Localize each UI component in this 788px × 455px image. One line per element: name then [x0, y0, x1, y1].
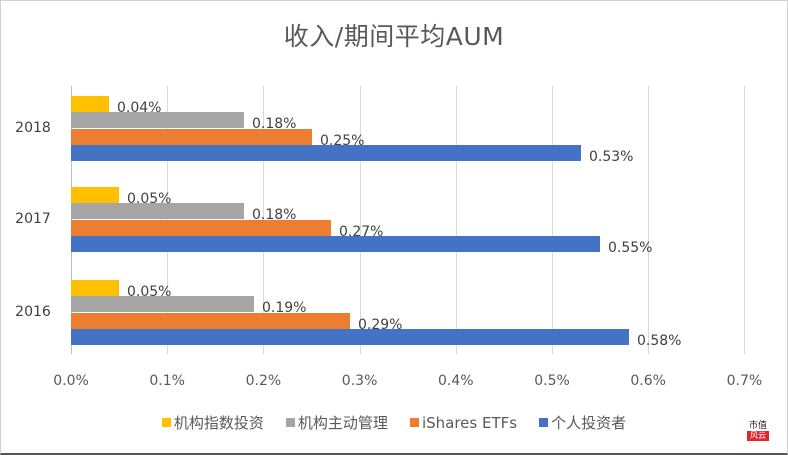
data-label: 0.05%	[127, 284, 172, 300]
category-label-2016: 2016	[15, 304, 51, 320]
gridline	[359, 86, 361, 354]
data-label: 0.58%	[637, 332, 682, 349]
data-label: 0.25%	[320, 132, 365, 149]
watermark-top: 市值	[748, 421, 767, 431]
legend-item-institutional-active[interactable]: 机构主动管理	[285, 412, 388, 433]
legend-label: 个人投资者	[551, 414, 627, 432]
category-label-2017: 2017	[15, 211, 51, 227]
legend-label: iShares ETFs	[421, 413, 518, 432]
data-label: 0.05%	[127, 191, 172, 207]
x-tick-label: 0.6%	[630, 373, 666, 389]
legend: 机构指数投资 机构主动管理 iShares ETFs 个人投资者	[1, 412, 787, 433]
data-label: 0.55%	[608, 239, 653, 256]
bar-2016-0[interactable]	[71, 280, 119, 296]
bar-2018-0[interactable]	[71, 96, 109, 112]
plot-area: 0.04% 0.18% 0.25% 0.53% 0.05% 0.18% 0.27% 0.55%…	[71, 86, 751, 354]
watermark-logo: 市值 风云	[747, 421, 769, 441]
data-label: 0.18%	[252, 207, 297, 224]
data-label: 0.27%	[339, 223, 384, 240]
legend-swatch-icon	[285, 418, 295, 427]
bar-2018-2[interactable]	[71, 128, 312, 145]
legend-swatch-icon	[539, 418, 549, 427]
legend-item-ishares-etfs[interactable]: iShares ETFs	[409, 412, 518, 433]
legend-label: 机构主动管理	[297, 414, 388, 432]
x-tick-label: 0.5%	[534, 373, 570, 389]
data-label: 0.19%	[262, 300, 307, 317]
bar-2017-0[interactable]	[71, 187, 119, 203]
data-label: 0.18%	[252, 116, 297, 133]
bar-2016-3[interactable]	[71, 328, 629, 345]
chart-title: 收入/期间平均AUM	[283, 22, 505, 51]
x-tick-label: 0.1%	[149, 373, 185, 389]
legend-swatch-icon	[409, 418, 419, 427]
x-tick-label: 0.2%	[245, 373, 282, 389]
data-label: 0.04%	[117, 100, 162, 116]
legend-swatch-icon	[161, 418, 171, 427]
bar-2018-1[interactable]	[71, 112, 244, 129]
gridline	[648, 86, 650, 354]
legend-item-institutional-index[interactable]: 机构指数投资	[161, 412, 264, 433]
bar-2018-3[interactable]	[71, 144, 581, 161]
data-label: 0.53%	[589, 148, 634, 165]
x-tick-label: 0.0%	[53, 373, 89, 389]
legend-item-retail[interactable]: 个人投资者	[539, 412, 626, 433]
data-label: 0.29%	[358, 316, 403, 333]
legend-label: 机构指数投资	[173, 414, 264, 432]
watermark-bottom: 风云	[747, 431, 769, 441]
gridline	[552, 86, 553, 354]
x-tick-label: 0.7%	[726, 373, 763, 389]
bar-2017-2[interactable]	[71, 219, 331, 236]
gridline	[455, 86, 457, 354]
x-tick-label: 0.4%	[438, 373, 474, 389]
gridline	[744, 86, 746, 354]
bar-2016-2[interactable]	[71, 312, 350, 329]
bar-2017-3[interactable]	[71, 235, 600, 252]
category-label-2018: 2018	[15, 120, 51, 136]
x-tick-label: 0.3%	[341, 373, 378, 389]
bar-2016-1[interactable]	[71, 296, 254, 313]
bar-2017-1[interactable]	[71, 203, 244, 220]
